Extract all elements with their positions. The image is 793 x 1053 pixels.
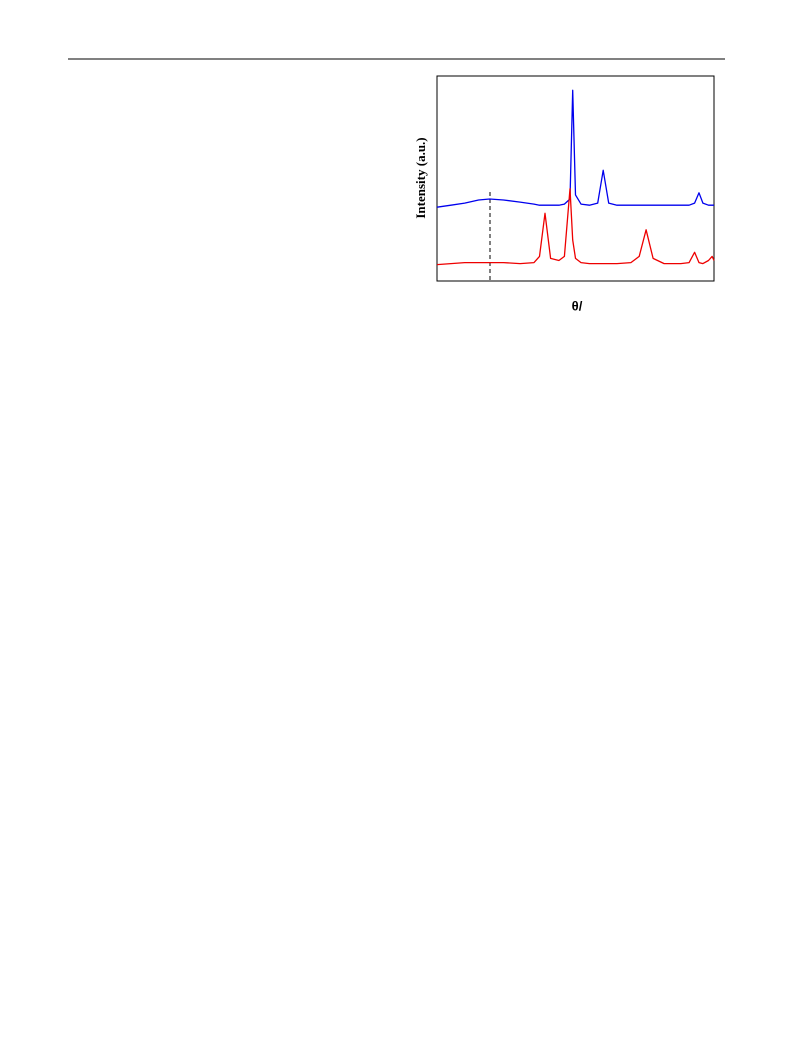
x-axis-label: θ/ — [572, 298, 583, 313]
plot-frame — [436, 75, 715, 282]
series-line — [436, 188, 715, 266]
series-line — [436, 89, 714, 208]
y-axis-label: Intensity (a.u.) — [413, 137, 428, 218]
series-layer — [436, 89, 715, 266]
